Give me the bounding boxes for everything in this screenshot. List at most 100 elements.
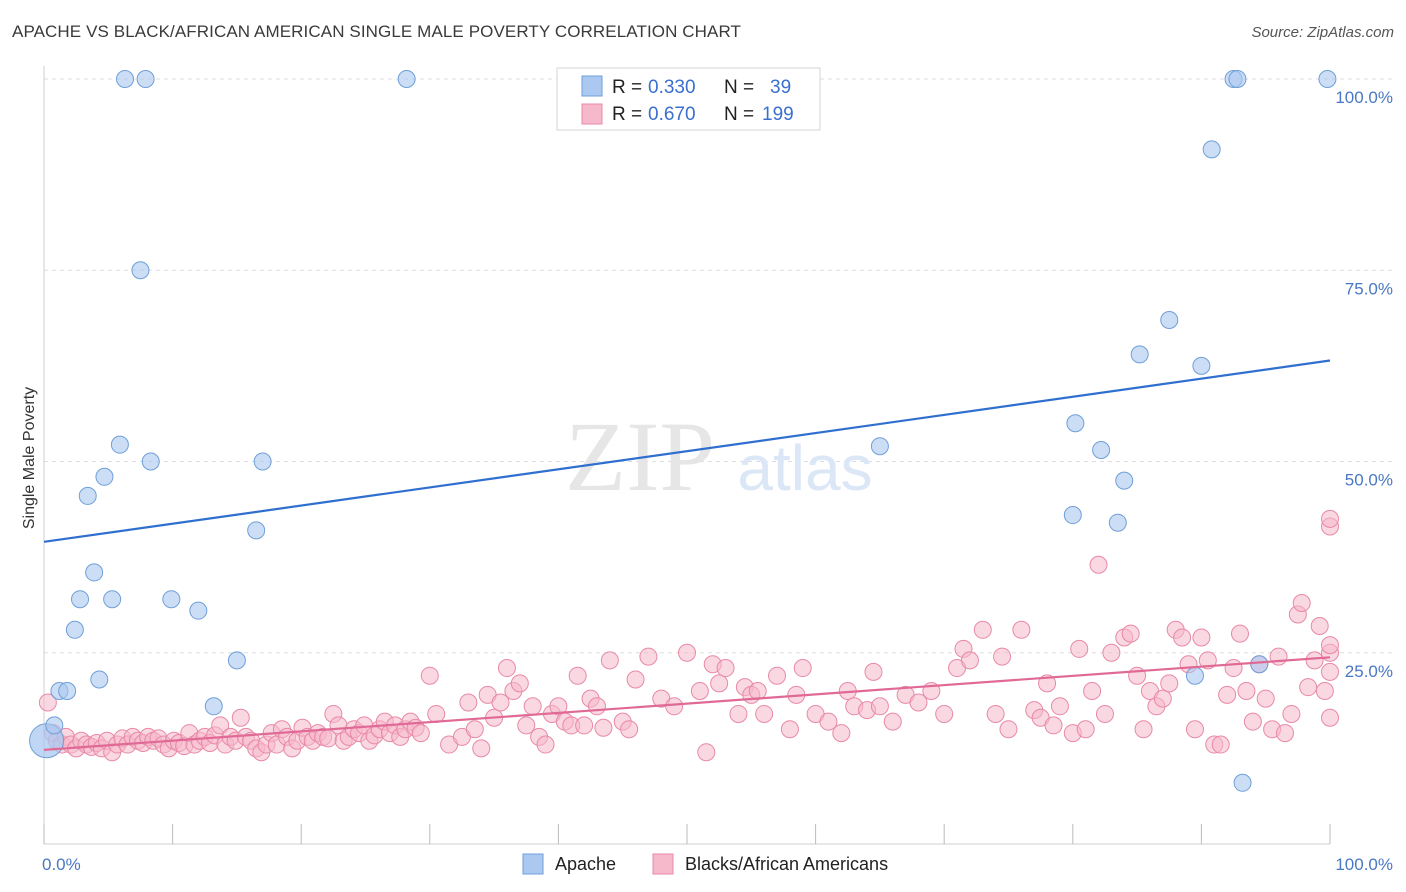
point-blacks-113: [729, 704, 748, 723]
point-blacks-130: [883, 712, 902, 731]
y-tick-labels: 25.0% 50.0% 75.0% 100.0%: [1335, 88, 1393, 681]
point-apache-7: [85, 563, 104, 582]
point-blacks-171: [1218, 685, 1237, 704]
point-blacks-109: [697, 743, 716, 762]
x-tick-labels: 0.0% 100.0%: [42, 855, 1393, 874]
point-blacks-175: [1243, 712, 1262, 731]
point-blacks-156: [1121, 624, 1140, 643]
bottom-legend-swatch-apache: [522, 853, 544, 875]
point-blacks-92: [549, 697, 568, 716]
point-blacks-102: [620, 720, 639, 739]
point-apache-24: [1063, 506, 1082, 525]
point-blacks-186: [1310, 616, 1329, 635]
point-apache-1: [45, 716, 64, 735]
y-tick-label-3: 100.0%: [1335, 88, 1393, 107]
point-blacks-128: [864, 662, 883, 681]
point-blacks-0: [38, 693, 57, 712]
point-blacks-119: [780, 720, 799, 739]
top-legend: R = 0.330 N = 39 R = 0.670 N = 199: [556, 67, 821, 131]
point-blacks-142: [1012, 620, 1031, 639]
trend-line-blacks: [43, 656, 1331, 752]
point-blacks-88: [523, 697, 542, 716]
y-axis-title: Single Male Poverty: [21, 387, 38, 529]
point-apache-29: [1130, 345, 1149, 364]
point-blacks-161: [1153, 689, 1172, 708]
point-apache-26: [1092, 441, 1111, 460]
legend-n-value-blacks: 199: [762, 104, 794, 125]
point-blacks-158: [1134, 720, 1153, 739]
point-apache-3: [58, 682, 77, 700]
trend-line-apache: [43, 359, 1331, 543]
point-apache-25: [1066, 414, 1085, 433]
point-blacks-132: [909, 693, 928, 712]
point-blacks-111: [710, 674, 729, 693]
point-blacks-153: [1095, 704, 1114, 723]
point-blacks-146: [1044, 716, 1063, 735]
point-blacks-188: [1321, 708, 1339, 727]
point-blacks-134: [935, 704, 954, 723]
y-tick-label-2: 75.0%: [1345, 279, 1393, 298]
bottom-legend-swatch-blacks: [652, 853, 674, 875]
point-apache-35: [1228, 70, 1247, 88]
point-blacks-34: [211, 716, 230, 735]
point-apache-17: [189, 601, 208, 620]
point-blacks-166: [1185, 720, 1204, 739]
bottom-legend-label-apache: Apache: [555, 854, 616, 874]
point-blacks-108: [690, 682, 709, 700]
legend-n-value-apache: 39: [770, 77, 791, 98]
point-blacks-181: [1282, 704, 1301, 723]
point-blacks-79: [465, 720, 484, 739]
point-apache-37: [1250, 655, 1269, 674]
point-blacks-121: [793, 659, 812, 678]
legend-n-label-blacks: N =: [724, 104, 754, 125]
point-apache-11: [110, 435, 129, 454]
trend-lines: [43, 359, 1331, 752]
point-blacks-124: [832, 724, 851, 743]
point-blacks-140: [993, 647, 1012, 666]
axes: [43, 66, 1331, 845]
legend-r-value-blacks: 0.670: [648, 104, 696, 125]
point-blacks-90: [536, 735, 555, 754]
series-blacks-points: [38, 509, 1339, 762]
y-tick-label-0: 25.0%: [1345, 662, 1393, 681]
series-apache-points: [29, 70, 1337, 792]
point-apache-22: [397, 70, 416, 88]
point-apache-23: [870, 437, 889, 456]
point-blacks-184: [1299, 678, 1318, 697]
point-apache-18: [204, 697, 223, 716]
x-tick-label-max: 100.0%: [1335, 855, 1393, 874]
point-apache-30: [1160, 310, 1179, 329]
point-blacks-116: [748, 682, 767, 700]
point-apache-15: [141, 452, 160, 471]
bottom-legend-label-blacks: Blacks/African Americans: [685, 854, 888, 874]
bottom-legend: Apache Blacks/African Americans: [522, 853, 888, 875]
point-blacks-86: [510, 674, 529, 693]
legend-r-label-blacks: R =: [612, 104, 642, 125]
point-apache-13: [131, 261, 150, 280]
point-blacks-107: [678, 643, 696, 662]
point-blacks-117: [755, 704, 774, 723]
point-blacks-123: [819, 712, 838, 731]
point-blacks-141: [999, 720, 1018, 739]
point-blacks-172: [1224, 659, 1243, 678]
point-blacks-168: [1198, 651, 1217, 670]
point-blacks-177: [1256, 689, 1275, 708]
point-blacks-151: [1083, 682, 1102, 700]
point-apache-9: [95, 467, 114, 486]
point-apache-28: [1115, 471, 1134, 490]
point-blacks-80: [472, 739, 491, 758]
point-blacks-73: [411, 724, 430, 743]
point-blacks-98: [587, 697, 606, 716]
source-label: Source: ZipAtlas.com: [1251, 24, 1394, 41]
point-blacks-99: [594, 718, 613, 737]
point-blacks-106: [665, 697, 684, 716]
point-apache-32: [1192, 356, 1211, 375]
point-blacks-100: [600, 651, 619, 670]
point-blacks-87: [517, 716, 536, 735]
legend-swatch-blacks: [581, 103, 603, 125]
point-blacks-170: [1211, 735, 1230, 754]
point-blacks-187: [1315, 682, 1334, 700]
legend-swatch-apache: [581, 75, 603, 97]
point-apache-8: [90, 670, 109, 689]
point-apache-27: [1108, 513, 1127, 532]
